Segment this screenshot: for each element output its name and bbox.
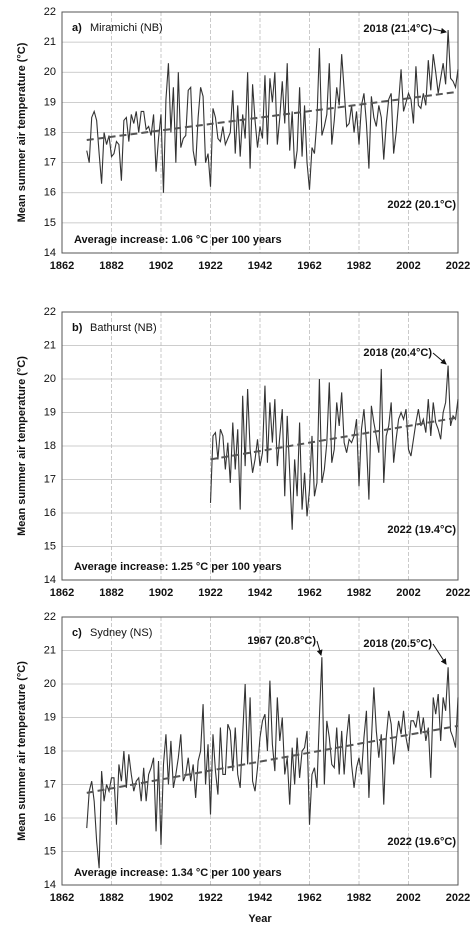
y-tick-label: 16 — [44, 187, 56, 199]
x-tick-label: 1982 — [347, 587, 371, 599]
y-tick-label: 19 — [44, 406, 56, 418]
x-tick-label: 1962 — [297, 892, 321, 904]
x-tick-label: 1942 — [248, 892, 272, 904]
x-tick-label: 2022 — [446, 260, 470, 272]
annotation-arrow — [432, 352, 447, 365]
x-tick-label: 2022 — [446, 892, 470, 904]
x-tick-label: 2002 — [396, 587, 420, 599]
x-tick-label: 1942 — [248, 587, 272, 599]
y-tick-label: 19 — [44, 96, 56, 108]
y-tick-label: 16 — [44, 812, 56, 824]
trend-line — [86, 724, 459, 794]
x-tick-label: 2002 — [396, 892, 420, 904]
annotation-arrow — [432, 643, 447, 665]
x-tick-label: 1922 — [198, 260, 222, 272]
annotation: 2022 (19.6°C) — [387, 836, 456, 848]
y-tick-label: 21 — [44, 36, 56, 48]
y-tick-label: 15 — [44, 540, 56, 552]
x-tick-label: 1882 — [99, 892, 123, 904]
plot-frame — [61, 11, 459, 254]
y-tick-label: 15 — [44, 845, 56, 857]
y-tick-label: 20 — [44, 373, 56, 385]
annotation: Average increase: 1.06 °C per 100 years — [74, 234, 282, 246]
x-tick-label: 1862 — [50, 892, 74, 904]
x-tick-label: 1962 — [297, 587, 321, 599]
y-tick-label: 14 — [44, 247, 56, 259]
x-tick-label: 1922 — [198, 587, 222, 599]
x-axis-label: Year — [248, 913, 272, 925]
temperature-line — [86, 657, 459, 869]
y-tick-label: 17 — [44, 157, 56, 169]
x-tick-label: 1862 — [50, 587, 74, 599]
x-tick-label: 1902 — [149, 260, 173, 272]
y-tick-label: 19 — [44, 711, 56, 723]
y-tick-label: 21 — [44, 644, 56, 656]
y-axis-label: Mean summer air temperature (°C) — [16, 661, 28, 841]
y-tick-label: 17 — [44, 778, 56, 790]
annotation: 2022 (19.4°C) — [387, 524, 456, 536]
y-tick-label: 17 — [44, 473, 56, 485]
x-tick-label: 1942 — [248, 260, 272, 272]
annotation: 2018 (21.4°C) — [363, 23, 432, 35]
y-tick-label: 18 — [44, 440, 56, 452]
x-tick-label: 1882 — [99, 587, 123, 599]
y-tick-label: 14 — [44, 574, 56, 586]
panel-title: Bathurst (NB) — [90, 322, 157, 334]
x-tick-label: 1902 — [149, 892, 173, 904]
x-tick-label: 1922 — [198, 892, 222, 904]
panel-label: c) — [72, 627, 82, 639]
annotation: Average increase: 1.25 °C per 100 years — [74, 561, 282, 573]
x-tick-label: 1862 — [50, 260, 74, 272]
annotation: 2022 (20.1°C) — [387, 199, 456, 211]
y-tick-label: 15 — [44, 217, 56, 229]
x-tick-label: 1962 — [297, 260, 321, 272]
plot-frame — [61, 616, 459, 886]
y-tick-label: 18 — [44, 745, 56, 757]
y-tick-label: 20 — [44, 66, 56, 78]
panel-title: Miramichi (NB) — [90, 22, 163, 34]
annotation: 2018 (20.4°C) — [363, 347, 432, 359]
y-tick-label: 22 — [44, 6, 56, 18]
y-tick-label: 16 — [44, 507, 56, 519]
annotation: 1967 (20.8°C) — [247, 635, 316, 647]
plot-frame — [61, 311, 459, 581]
x-tick-label: 2022 — [446, 587, 470, 599]
x-tick-label: 1982 — [347, 260, 371, 272]
y-tick-label: 14 — [44, 879, 56, 891]
y-tick-label: 22 — [44, 306, 56, 318]
annotation: Average increase: 1.34 °C per 100 years — [74, 867, 282, 879]
annotation-arrow — [316, 640, 323, 656]
x-tick-label: 1982 — [347, 892, 371, 904]
temperature-line — [209, 365, 459, 530]
panel-label: a) — [72, 22, 82, 34]
x-tick-label: 2002 — [396, 260, 420, 272]
y-tick-label: 20 — [44, 678, 56, 690]
x-tick-label: 1882 — [99, 260, 123, 272]
y-tick-label: 21 — [44, 339, 56, 351]
trend-line — [210, 416, 459, 461]
panel-label: b) — [72, 322, 83, 334]
annotation-arrow — [432, 27, 447, 34]
temperature-line — [86, 30, 459, 193]
y-tick-label: 18 — [44, 126, 56, 138]
x-tick-label: 1902 — [149, 587, 173, 599]
y-axis-label: Mean summer air temperature (°C) — [16, 42, 28, 222]
annotation: 2018 (20.5°C) — [363, 638, 432, 650]
y-axis-label: Mean summer air temperature (°C) — [16, 356, 28, 536]
panel-title: Sydney (NS) — [90, 627, 152, 639]
y-tick-label: 22 — [44, 611, 56, 623]
trend-line — [86, 90, 459, 142]
